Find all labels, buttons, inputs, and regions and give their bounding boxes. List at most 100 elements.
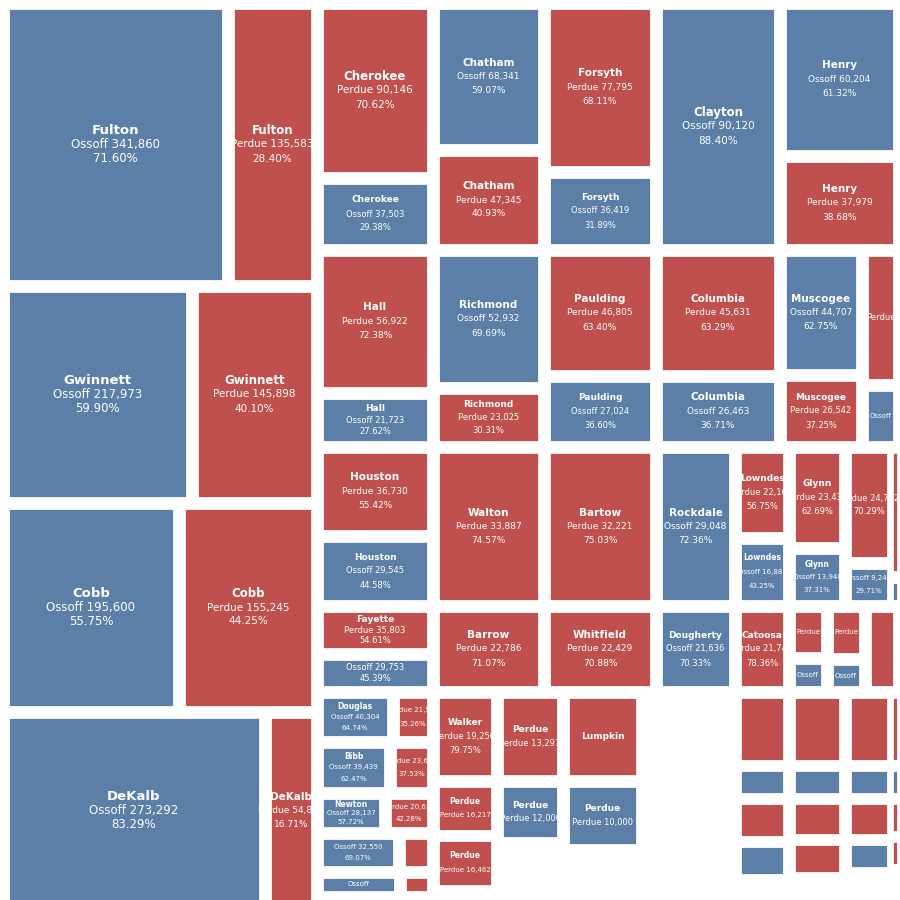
Text: 69.07%: 69.07%	[345, 855, 372, 861]
Bar	[395, 747, 428, 788]
Text: 54.61%: 54.61%	[359, 636, 391, 645]
Text: DeKalb: DeKalb	[270, 791, 312, 802]
Text: 36.71%: 36.71%	[701, 421, 735, 430]
Text: 63.29%: 63.29%	[701, 322, 735, 331]
Bar	[322, 611, 428, 649]
Text: 79.75%: 79.75%	[449, 746, 481, 755]
Text: Perdue 35,803: Perdue 35,803	[345, 626, 406, 634]
Text: 75.03%: 75.03%	[583, 536, 617, 545]
Text: 57.72%: 57.72%	[338, 819, 364, 824]
Text: Ossoff 32,550: Ossoff 32,550	[334, 844, 382, 850]
Bar	[233, 8, 312, 281]
Text: 37.53%: 37.53%	[398, 771, 425, 778]
Text: 43.25%: 43.25%	[749, 583, 775, 589]
Text: Ossoff 341,860: Ossoff 341,860	[71, 138, 160, 151]
Text: 16.71%: 16.71%	[274, 820, 308, 829]
Bar	[892, 697, 898, 761]
Bar	[794, 803, 840, 835]
Text: Barrow: Barrow	[467, 630, 509, 640]
Text: 71.60%: 71.60%	[93, 152, 138, 165]
Text: 69.69%: 69.69%	[472, 328, 506, 338]
Text: Douglas: Douglas	[338, 701, 373, 710]
Text: Perdue 54,831: Perdue 54,831	[258, 806, 324, 815]
Text: Catoosa: Catoosa	[742, 631, 782, 640]
Bar	[785, 161, 894, 245]
Text: Perdue 22,429: Perdue 22,429	[567, 644, 633, 653]
Text: 72.38%: 72.38%	[358, 331, 392, 340]
Text: Cobb: Cobb	[231, 587, 265, 600]
Bar	[8, 8, 223, 281]
Bar	[740, 452, 784, 533]
Text: Ossoff 13,948: Ossoff 13,948	[793, 574, 842, 580]
Text: 83.29%: 83.29%	[112, 818, 157, 831]
Text: Richmond: Richmond	[459, 300, 518, 310]
Text: Lumpkin: Lumpkin	[580, 732, 625, 741]
Bar	[549, 255, 651, 371]
Bar	[549, 452, 651, 601]
Text: Perdue 16,462: Perdue 16,462	[439, 867, 491, 873]
Text: Gwinnett: Gwinnett	[224, 374, 284, 387]
Text: 55.42%: 55.42%	[358, 501, 392, 510]
Text: Houston: Houston	[350, 472, 400, 482]
Bar	[832, 664, 860, 687]
Text: Perdue: Perdue	[512, 800, 548, 809]
Bar	[322, 183, 428, 245]
Text: Gwinnett: Gwinnett	[64, 374, 131, 387]
Bar	[322, 659, 428, 687]
Bar	[322, 255, 428, 388]
Text: Ossoff 29,545: Ossoff 29,545	[346, 566, 404, 575]
Bar	[438, 697, 492, 776]
Text: Perdue: Perdue	[512, 725, 548, 734]
Text: Ossoff 68,341: Ossoff 68,341	[457, 72, 520, 81]
Bar	[549, 611, 651, 687]
Text: Ossoff 36,419: Ossoff 36,419	[571, 206, 629, 215]
Bar	[502, 786, 558, 838]
Text: Glynn: Glynn	[805, 560, 830, 569]
Text: Perdue 13,291: Perdue 13,291	[500, 739, 561, 748]
Text: Perdue 135,583: Perdue 135,583	[231, 140, 314, 149]
Text: 27.62%: 27.62%	[359, 428, 391, 436]
Bar	[661, 611, 730, 687]
Text: 44.25%: 44.25%	[228, 616, 268, 626]
Text: Fayette: Fayette	[356, 615, 394, 624]
Bar	[398, 697, 428, 737]
Bar	[740, 770, 784, 794]
Text: 29.38%: 29.38%	[359, 223, 391, 232]
Text: Perdue 77,795: Perdue 77,795	[567, 83, 633, 92]
Text: Ossoff: Ossoff	[797, 672, 819, 678]
Bar	[197, 291, 312, 498]
Text: Henry: Henry	[822, 184, 857, 194]
Text: Henry: Henry	[822, 60, 857, 70]
Text: Perdue: Perdue	[834, 629, 858, 635]
Text: Ossoff 21,723: Ossoff 21,723	[346, 416, 404, 425]
Text: Ossoff 195,600: Ossoff 195,600	[47, 601, 136, 614]
Text: Perdue 155,245: Perdue 155,245	[207, 602, 289, 613]
Text: Perdue: Perdue	[584, 804, 621, 813]
Text: Perdue 22,162: Perdue 22,162	[732, 488, 793, 497]
Text: Perdue 26,542: Perdue 26,542	[790, 407, 851, 416]
Bar	[785, 8, 894, 151]
Bar	[867, 390, 894, 442]
Text: Perdue 12,000: Perdue 12,000	[500, 814, 561, 824]
Text: 61.32%: 61.32%	[823, 89, 857, 98]
Text: Ossoff 27,024: Ossoff 27,024	[571, 407, 629, 416]
Bar	[850, 770, 888, 794]
Bar	[661, 452, 730, 601]
Text: Cobb: Cobb	[72, 587, 110, 600]
Bar	[549, 177, 651, 245]
Text: Cherokee: Cherokee	[344, 70, 406, 83]
Bar	[568, 786, 637, 845]
Text: Perdue 23,695: Perdue 23,695	[386, 758, 436, 763]
Bar	[892, 770, 898, 794]
Text: Perdue 24,732: Perdue 24,732	[839, 493, 900, 502]
Text: 88.40%: 88.40%	[698, 136, 738, 146]
Text: Walker: Walker	[447, 718, 482, 727]
Text: Perdue 33,887: Perdue 33,887	[455, 522, 521, 531]
Text: Houston: Houston	[354, 553, 396, 562]
Bar	[794, 553, 840, 601]
Text: Perdue 23,435: Perdue 23,435	[787, 493, 848, 502]
Text: Hall: Hall	[365, 403, 385, 412]
Text: Rockdale: Rockdale	[669, 508, 723, 518]
Text: Perdue 46,805: Perdue 46,805	[567, 309, 633, 318]
Bar	[322, 798, 380, 828]
